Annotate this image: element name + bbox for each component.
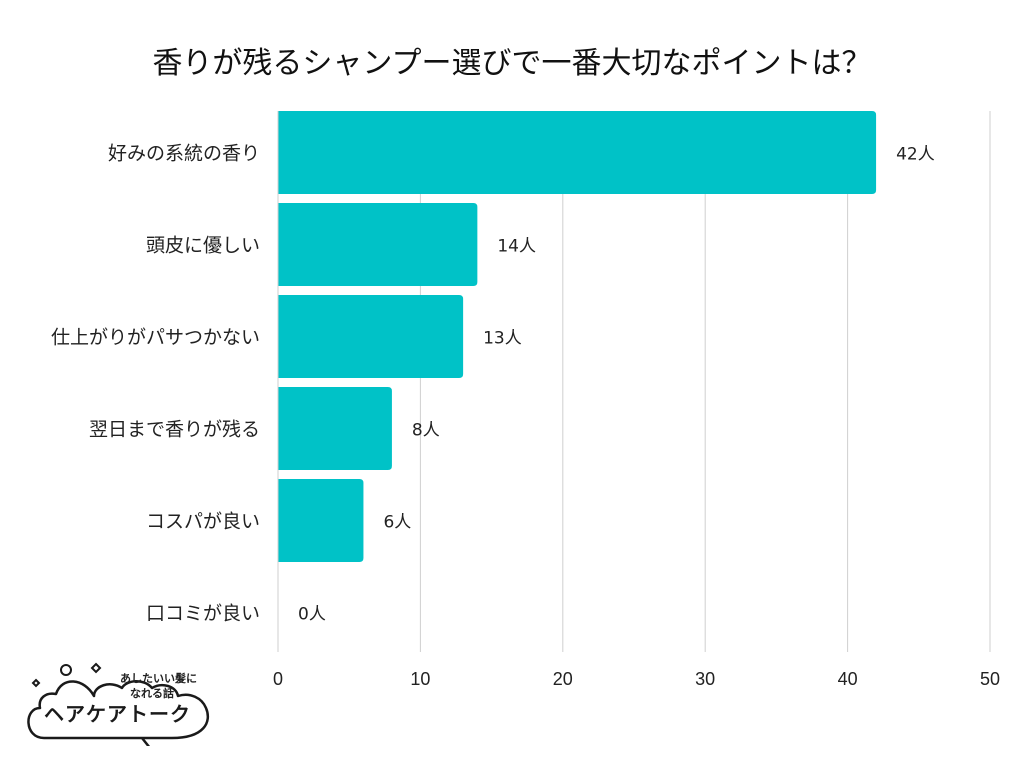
x-tick-label-30: 30: [695, 669, 715, 689]
logo-tagline-line1: あしたいい髪に: [120, 672, 197, 685]
logo-tagline-line2: なれる話: [130, 687, 174, 700]
bar-1: [278, 203, 478, 286]
logo-name: ヘアケアトーク: [44, 702, 191, 726]
value-label-1: 14人: [497, 237, 536, 257]
value-label-0: 42人: [896, 145, 935, 165]
x-tick-label-20: 20: [553, 669, 573, 689]
x-tick-label-10: 10: [410, 669, 430, 689]
bar-4: [278, 479, 364, 562]
category-label-0: 好みの系統の香り: [108, 143, 260, 165]
category-label-4: コスパが良い: [146, 511, 260, 533]
chart-title: 香りが残るシャンプー選びで一番大切なポイントは？: [152, 46, 872, 81]
category-label-3: 翌日まで香りが残る: [89, 419, 260, 441]
x-tick-label-40: 40: [838, 669, 858, 689]
category-label-5: 口コミが良い: [146, 603, 260, 625]
value-label-2: 13人: [483, 329, 522, 349]
bar-0: [278, 111, 877, 194]
category-label-1: 頭皮に優しい: [146, 235, 260, 257]
bar-2: [278, 295, 464, 378]
cloud-logo-icon: [27, 662, 210, 746]
brand-logo: あしたいい髪に なれる話 ヘアケアトーク: [22, 658, 222, 746]
value-label-5: 0人: [298, 605, 326, 625]
x-tick-label-50: 50: [980, 669, 1000, 689]
bar-3: [278, 387, 392, 470]
value-label-3: 8人: [412, 421, 440, 441]
x-tick-label-0: 0: [273, 669, 283, 689]
value-label-4: 6人: [383, 513, 411, 533]
category-label-2: 仕上がりがパサつかない: [51, 327, 260, 349]
